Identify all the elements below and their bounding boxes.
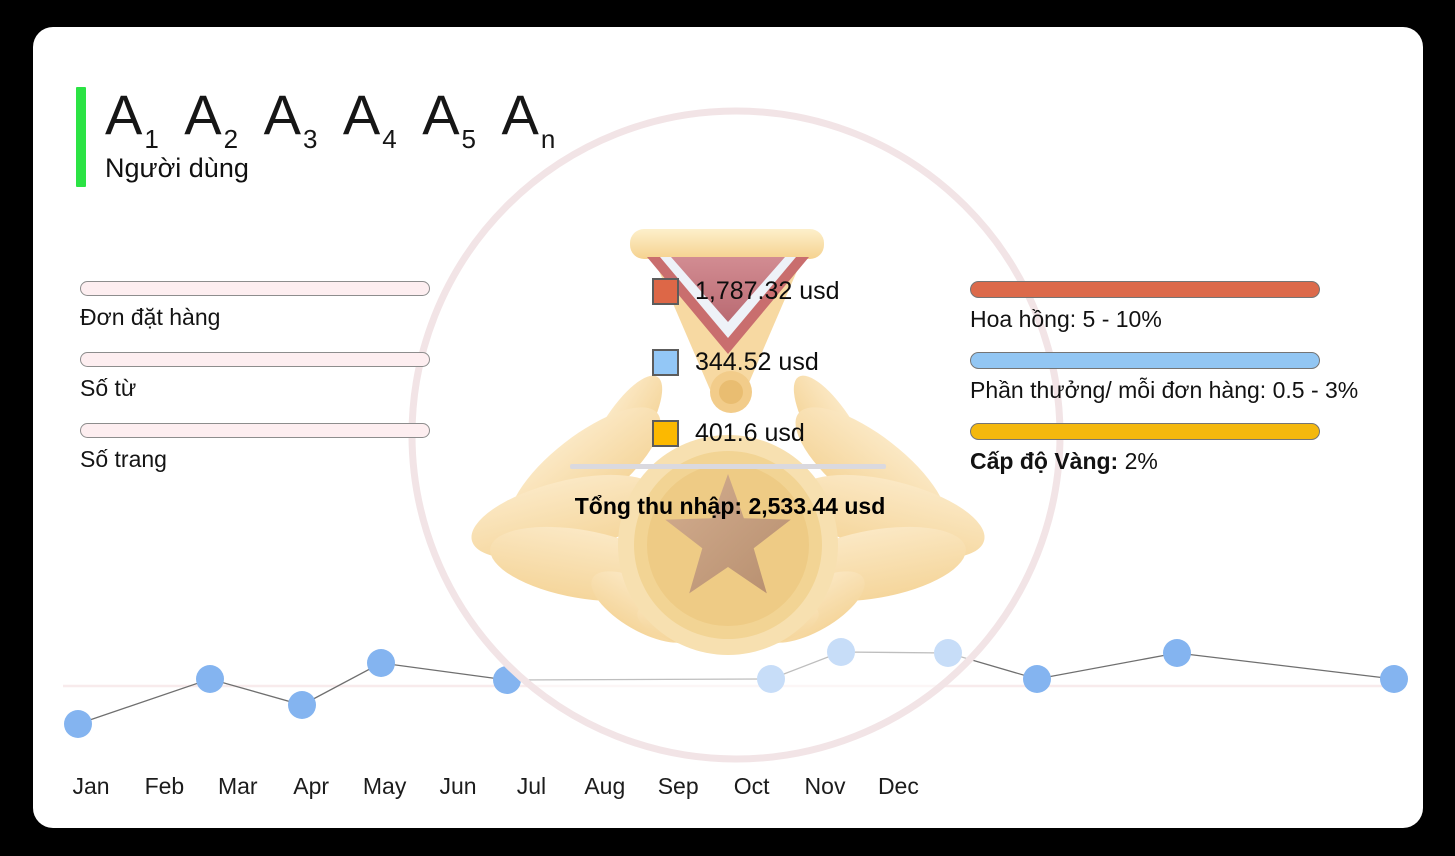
month-label: Mar [217, 773, 258, 799]
gold-level-label: Cấp độ Vàng: 2% [970, 448, 1158, 474]
metric-pages: Số trang [80, 423, 430, 473]
metric-words: Số từ [80, 352, 430, 402]
orders-label: Đơn đặt hàng [80, 304, 221, 330]
pages-bar [80, 423, 430, 438]
chart-point [64, 710, 92, 738]
legend-value: 344.52 usd [695, 348, 819, 376]
graphics-layer [63, 107, 1408, 763]
chart-point [196, 665, 224, 693]
month-label: Oct [733, 773, 770, 799]
page-subtitle: Người dùng [105, 153, 249, 183]
legend-row-bonus: 344.52 usd [652, 348, 819, 377]
month-label: Dec [877, 773, 919, 799]
pages-label: Số trang [80, 446, 167, 472]
medal-image [471, 229, 985, 655]
reward-bar [970, 352, 1320, 369]
legend-row-gold: 401.6 usd [652, 419, 805, 448]
month-label: May [362, 773, 407, 799]
legend-row-commission: 1,787.32 usd [652, 277, 840, 306]
month-label: Nov [804, 773, 846, 799]
month-label: Aug [584, 773, 626, 799]
total-income: Tổng thu nhập: 2,533.44 usd [574, 493, 886, 519]
metric-reward-rate: Phần thưởng/ mỗi đơn hàng: 0.5 - 3% [970, 352, 1359, 404]
legend-swatch-blue [652, 349, 679, 376]
chart-point [1380, 665, 1408, 693]
legend-value: 1,787.32 usd [695, 277, 840, 305]
metric-orders: Đơn đặt hàng [80, 281, 430, 331]
orders-bar [80, 281, 430, 296]
dashboard-card: A1 A2 A3 A4 A5 An Người dùng Đơn đặt hàn… [33, 27, 1423, 828]
legend-value: 401.6 usd [695, 419, 805, 447]
month-label: Apr [293, 773, 330, 799]
reward-label: Phần thưởng/ mỗi đơn hàng: 0.5 - 3% [970, 377, 1359, 403]
words-label: Số từ [80, 375, 137, 401]
chart-point [367, 649, 395, 677]
words-bar [80, 352, 430, 367]
chart-point [1163, 639, 1191, 667]
total-divider [570, 464, 886, 469]
page-title: A1 A2 A3 A4 A5 An [105, 83, 556, 154]
gold-level-bar [970, 423, 1320, 440]
chart-point [1023, 665, 1051, 693]
star-icon [665, 474, 791, 594]
metric-gold-level: Cấp độ Vàng: 2% [970, 423, 1320, 475]
month-label: Jul [516, 773, 547, 799]
month-label: Jan [72, 773, 110, 799]
month-label: Feb [144, 773, 185, 799]
commission-bar [970, 281, 1320, 298]
accent-bar [76, 87, 86, 187]
chart-point [288, 691, 316, 719]
header: A1 A2 A3 A4 A5 An Người dùng [76, 87, 568, 187]
legend-swatch-yellow [652, 420, 679, 447]
month-label: Sep [657, 773, 699, 799]
legend-swatch-red [652, 278, 679, 305]
metric-commission-rate: Hoa hồng: 5 - 10% [970, 281, 1320, 333]
month-label: Jun [439, 773, 477, 799]
commission-label: Hoa hồng: 5 - 10% [970, 306, 1162, 332]
